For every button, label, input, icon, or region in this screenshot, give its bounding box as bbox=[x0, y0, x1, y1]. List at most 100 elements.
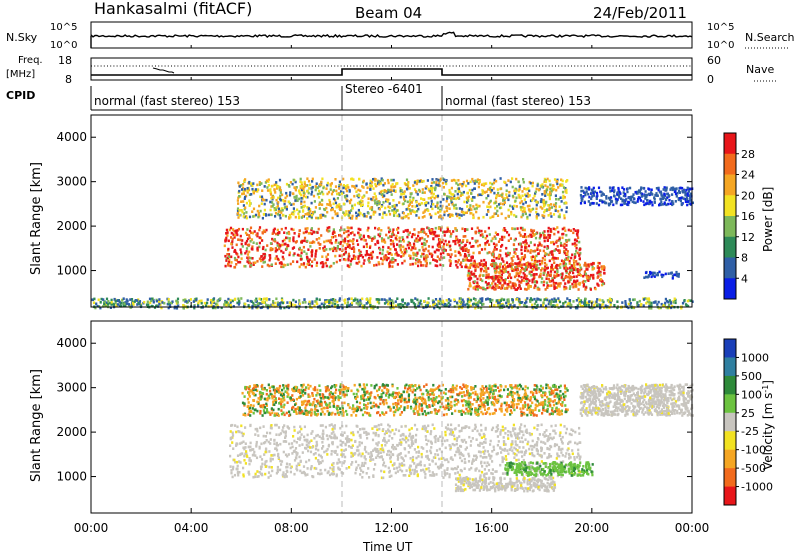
data-cell bbox=[588, 264, 591, 267]
data-cell bbox=[420, 228, 423, 231]
data-cell bbox=[344, 250, 347, 254]
data-cell bbox=[518, 303, 521, 306]
data-cell bbox=[472, 302, 475, 306]
data-cell bbox=[510, 212, 513, 216]
data-cell bbox=[374, 243, 377, 246]
data-cell bbox=[467, 304, 470, 307]
data-cell bbox=[418, 238, 421, 242]
data-cell bbox=[392, 178, 395, 182]
data-cell bbox=[283, 238, 286, 242]
data-cell bbox=[416, 193, 419, 196]
data-cell bbox=[579, 304, 582, 308]
data-cell bbox=[281, 301, 284, 305]
data-cell bbox=[355, 211, 358, 215]
data-cell bbox=[361, 200, 364, 203]
data-cell bbox=[585, 301, 588, 304]
data-cell bbox=[567, 302, 570, 305]
data-cell bbox=[523, 255, 527, 259]
data-cell bbox=[358, 260, 361, 264]
data-cell bbox=[526, 249, 529, 253]
data-cell bbox=[445, 304, 448, 308]
data-cell bbox=[409, 446, 412, 449]
data-cell bbox=[582, 195, 585, 198]
data-cell bbox=[562, 302, 565, 305]
data-cell bbox=[597, 270, 600, 274]
data-cell bbox=[519, 258, 522, 262]
data-cell bbox=[513, 192, 517, 195]
data-cell bbox=[444, 249, 447, 252]
cpid-panel: CPID normal (fast stereo) 153 Stereo -64… bbox=[6, 82, 692, 111]
data-cell bbox=[507, 276, 510, 279]
data-cell bbox=[422, 264, 425, 267]
data-cell bbox=[212, 298, 215, 301]
data-cell bbox=[406, 235, 409, 239]
data-cell bbox=[484, 243, 487, 247]
data-cell bbox=[294, 215, 297, 219]
data-cell bbox=[125, 302, 128, 305]
data-cell bbox=[434, 205, 437, 208]
data-cell bbox=[468, 278, 471, 282]
data-cell bbox=[563, 202, 566, 205]
data-cell bbox=[92, 301, 96, 305]
data-cell bbox=[310, 254, 313, 258]
data-cell bbox=[381, 195, 385, 199]
data-cell bbox=[264, 441, 267, 444]
data-cell bbox=[226, 301, 229, 305]
data-cell bbox=[638, 299, 641, 303]
data-cell bbox=[681, 301, 685, 305]
data-cell bbox=[570, 268, 573, 272]
data-cell bbox=[670, 271, 673, 275]
data-cell bbox=[492, 242, 496, 246]
data-cell bbox=[290, 442, 294, 445]
data-cell bbox=[677, 272, 680, 276]
data-cell bbox=[232, 305, 235, 308]
data-cell bbox=[277, 454, 280, 457]
data-cell bbox=[270, 263, 273, 266]
data-cell bbox=[637, 304, 640, 307]
data-cell bbox=[611, 186, 614, 190]
data-cell bbox=[331, 463, 334, 467]
data-cell bbox=[332, 465, 335, 469]
data-cell bbox=[291, 182, 294, 186]
data-cell bbox=[110, 301, 113, 304]
data-cell bbox=[565, 248, 568, 251]
data-cell bbox=[511, 262, 514, 266]
data-cell bbox=[229, 264, 232, 268]
data-cell bbox=[474, 269, 477, 272]
data-cell bbox=[580, 199, 583, 202]
data-cell bbox=[301, 210, 305, 213]
data-cell bbox=[522, 178, 525, 181]
data-cell bbox=[472, 262, 475, 265]
data-cell bbox=[524, 298, 527, 302]
data-cell bbox=[349, 201, 352, 205]
data-cell bbox=[283, 306, 286, 310]
data-cell bbox=[505, 301, 508, 305]
data-cell bbox=[325, 206, 328, 210]
data-cell bbox=[653, 198, 656, 201]
data-cell bbox=[491, 237, 494, 240]
data-cell bbox=[404, 183, 407, 186]
data-cell bbox=[594, 287, 597, 291]
data-cell bbox=[265, 439, 268, 442]
data-cell bbox=[387, 236, 390, 240]
data-cell bbox=[552, 203, 555, 207]
data-cell bbox=[288, 251, 291, 255]
data-cell bbox=[389, 455, 392, 459]
data-cell bbox=[676, 192, 679, 195]
data-cell bbox=[667, 202, 670, 206]
data-cell bbox=[392, 447, 395, 451]
data-cell bbox=[437, 211, 440, 214]
data-cell bbox=[568, 259, 571, 263]
data-cell bbox=[479, 441, 482, 445]
data-cell bbox=[682, 197, 685, 200]
data-cell bbox=[182, 304, 185, 307]
data-cell bbox=[535, 200, 538, 204]
data-cell bbox=[466, 298, 469, 301]
data-cell bbox=[311, 180, 314, 183]
data-cell bbox=[521, 210, 524, 213]
data-cell bbox=[628, 201, 631, 204]
data-cell bbox=[375, 197, 378, 201]
data-cell bbox=[530, 270, 533, 274]
data-cell bbox=[567, 272, 571, 276]
data-cell bbox=[455, 442, 458, 446]
